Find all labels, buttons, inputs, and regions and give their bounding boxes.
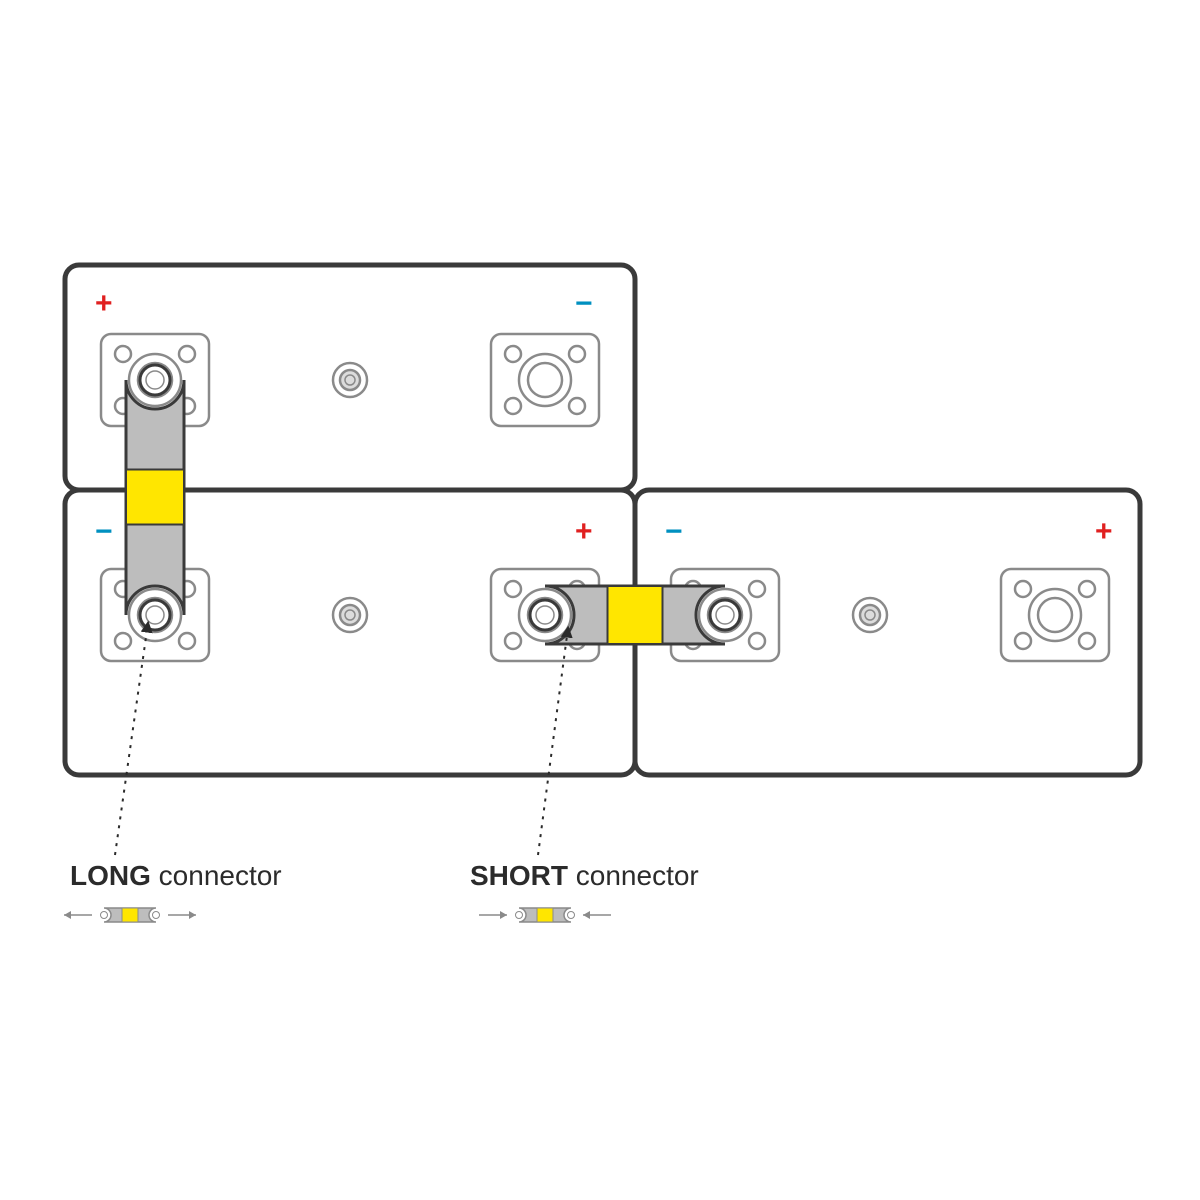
connector-label: LONG connector — [70, 860, 282, 891]
svg-text:+: + — [95, 287, 113, 320]
svg-text:+: + — [575, 515, 593, 548]
svg-text:−: − — [665, 515, 683, 548]
svg-text:+: + — [1095, 515, 1113, 548]
svg-text:−: − — [95, 515, 113, 548]
connector-label: SHORT connector — [470, 860, 699, 891]
svg-text:−: − — [575, 287, 593, 320]
